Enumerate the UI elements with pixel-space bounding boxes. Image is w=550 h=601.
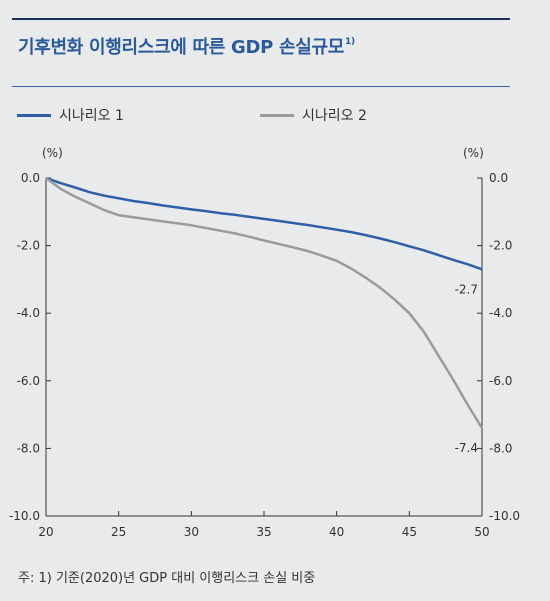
y-tick-label-right: -2.0	[489, 239, 512, 253]
legend-swatch-scenario-1	[17, 113, 51, 117]
y-tick-label-right: -4.0	[489, 306, 512, 320]
y-tick-label-left: -10.0	[9, 509, 40, 523]
legend-label-scenario-1: 시나리오 1	[59, 108, 124, 124]
x-tick-label: 35	[256, 525, 271, 539]
x-tick-label: 30	[184, 525, 199, 539]
line-chart: (%) (%)0.0 0.0-2.0 -2.0-4.0 -4.0-6.0 -6.0-8.0…	[9, 146, 520, 539]
y-tick-label-left: -2.0	[17, 239, 40, 253]
legend-label-scenario-2: 시나리오 2	[302, 108, 367, 124]
y-tick-label-right: -6.0	[489, 374, 512, 388]
legend-item-scenario-1: 시나리오 1	[17, 105, 124, 125]
chart-title-text: 기후변화 이행리스크에 따른 GDP 손실규모	[18, 37, 345, 58]
title-footnote-mark: 1)	[345, 37, 355, 47]
y-tick-label-left: 0.0	[21, 171, 40, 185]
series-line-scenario-2	[45, 176, 484, 429]
x-tick-label: 50	[474, 525, 489, 539]
y-unit-left: (%)	[42, 146, 63, 160]
end-label-scenario-1: -2.7	[455, 282, 478, 296]
top-border	[12, 18, 510, 20]
x-tick-label: 25	[111, 525, 126, 539]
title-rule	[12, 86, 510, 87]
footnote: 주: 1) 기준(2020)년 GDP 대비 이행리스크 손실 비중	[18, 571, 316, 586]
end-label-scenario-2: -7.4	[455, 441, 478, 455]
y-tick-label-right: -10.0	[489, 509, 520, 523]
x-tick-label: 40	[329, 525, 344, 539]
y-tick-label-left: -4.0	[17, 306, 40, 320]
x-tick-label: 20	[38, 525, 53, 539]
chart-title: 기후변화 이행리스크에 따른 GDP 손실규모1)	[18, 33, 355, 59]
y-tick-label-left: -8.0	[17, 441, 40, 455]
x-tick-label: 45	[402, 525, 417, 539]
series-line-scenario-1	[45, 176, 483, 271]
y-tick-label-left: -6.0	[17, 374, 40, 388]
y-unit-right: (%)	[463, 146, 484, 160]
y-tick-label-right: -8.0	[489, 441, 512, 455]
y-tick-label-right: 0.0	[489, 171, 508, 185]
legend-item-scenario-2: 시나리오 2	[260, 105, 367, 125]
legend-swatch-scenario-2	[260, 113, 294, 117]
